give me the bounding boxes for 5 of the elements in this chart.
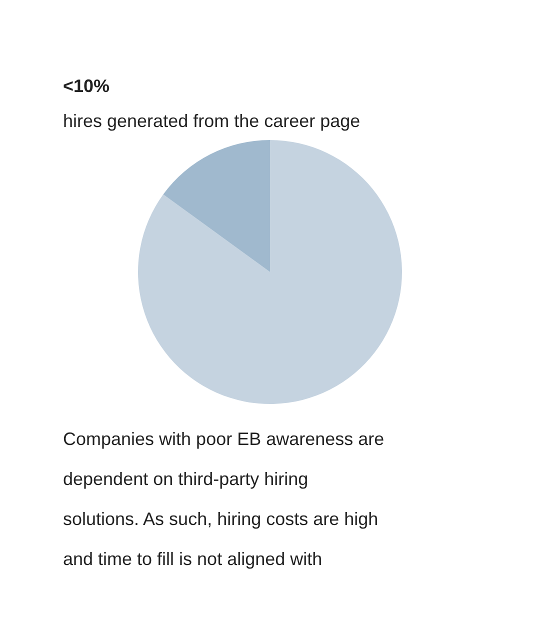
- pie-slice: [163, 140, 270, 272]
- pie-slice: [138, 140, 402, 404]
- text: Companies with poor EB awareness are dependent on third-party hiring solutions. As such, hiring costs are high and time to fill is not aligned with: [63, 429, 384, 569]
- chart-subtitle: hires generated from the career page: [63, 111, 360, 131]
- chart-title: <10%: [63, 76, 110, 96]
